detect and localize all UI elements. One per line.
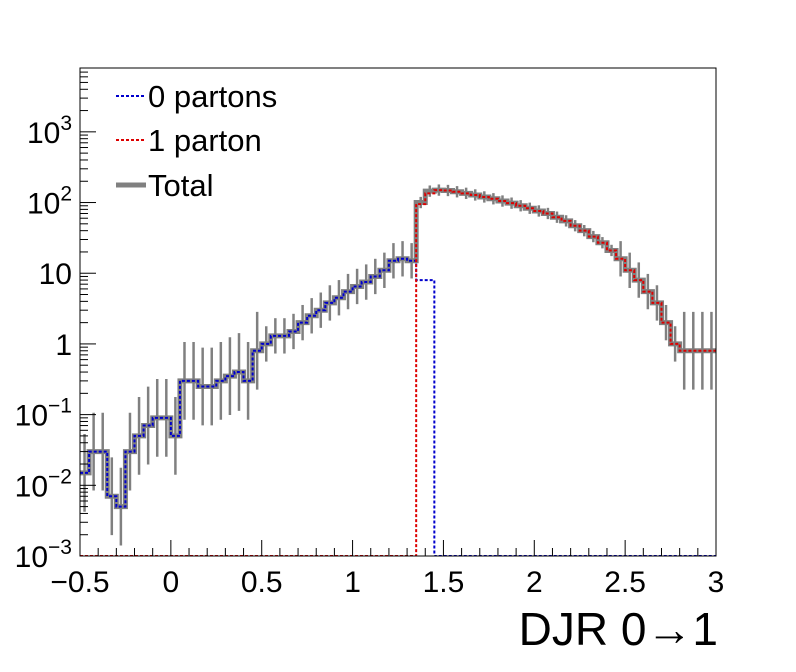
y-tick-label: 10−1 <box>15 395 72 433</box>
y-tick-label: 103 <box>27 112 72 150</box>
legend-label-1-parton: 1 parton <box>148 123 262 158</box>
x-tick-label: 1 <box>344 566 361 599</box>
legend-label-total: Total <box>148 168 213 203</box>
plot-area <box>80 184 716 556</box>
y-tick-label: 10−3 <box>15 536 72 574</box>
plot-frame <box>79 67 717 557</box>
x-axis-label: DJR 0→1 <box>519 603 718 655</box>
series-1-parton-line <box>80 189 716 556</box>
x-tick-label: 1.5 <box>423 566 465 599</box>
legend-label-0-partons: 0 partons <box>148 79 277 114</box>
x-tick-label: 3 <box>708 566 725 599</box>
axes: −0.5 0 0.5 1 1.5 2 2.5 3 10−3 10−2 10−1 1 10 102 103 <box>15 67 725 599</box>
y-tick-label: 10−2 <box>15 465 72 503</box>
x-tick-label: 0.5 <box>241 566 283 599</box>
x-tick-label: 2.5 <box>604 566 646 599</box>
y-tick-label: 1 <box>55 329 72 362</box>
y-tick-label: 102 <box>27 183 72 221</box>
x-tick-label: 2 <box>526 566 543 599</box>
y-tick-label: 10 <box>39 258 72 291</box>
x-tick-label: −0.5 <box>50 566 109 599</box>
legend: 0 partons 1 parton Total <box>116 79 277 203</box>
x-tick-label: 0 <box>163 566 180 599</box>
